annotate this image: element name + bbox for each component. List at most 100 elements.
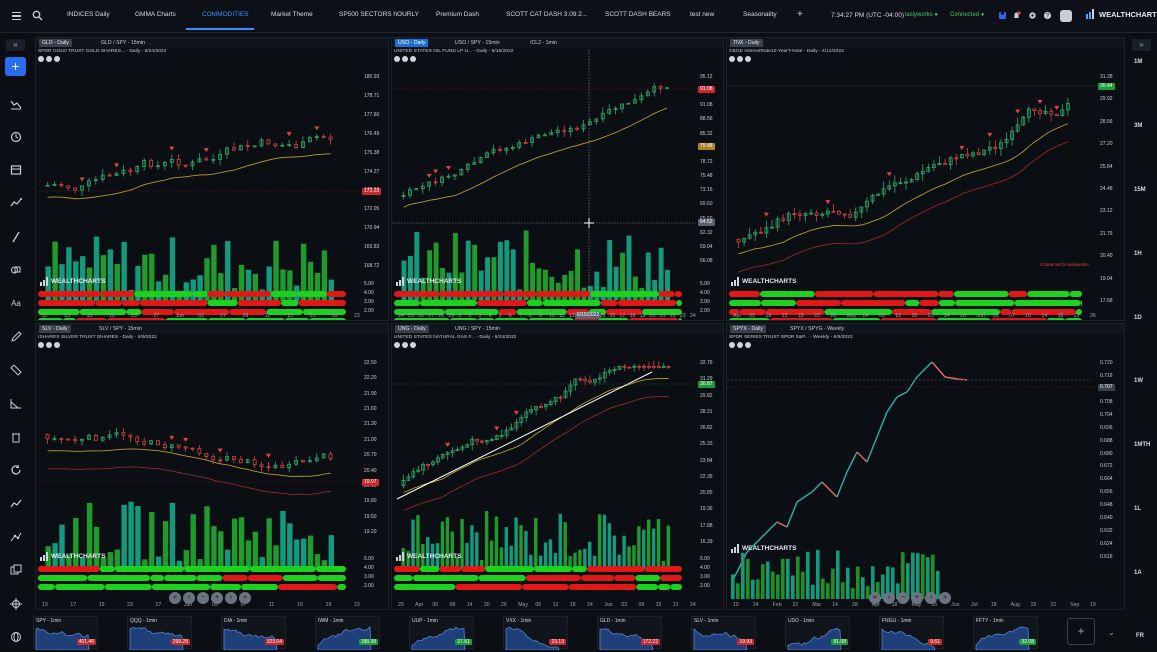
timeframe-1l[interactable]: 1L: [1134, 506, 1142, 512]
zoom-out-button[interactable]: −: [197, 592, 209, 604]
chart-panel-2[interactable]: USO - Daily USO / SPY - 15min/CL2 - 1min U…: [391, 37, 724, 321]
chart-canvas[interactable]: [36, 324, 389, 610]
settings-icon[interactable]: [54, 56, 60, 62]
chart-canvas[interactable]: [392, 324, 724, 610]
tab-premium-dash[interactable]: Premium Dash: [436, 11, 479, 18]
timeframe-1mth[interactable]: 1MTH: [1134, 442, 1151, 448]
username[interactable]: laslyworks ●: [905, 12, 938, 18]
tab-indices-daily[interactable]: INDICES Daily: [67, 11, 110, 18]
timeframe-1w[interactable]: 1W: [1134, 378, 1143, 384]
panel-tab[interactable]: UNG / SPY - 15min: [455, 326, 500, 332]
zoom-out-button[interactable]: −: [897, 592, 909, 604]
tab-commodities[interactable]: COMMODITIES: [202, 11, 249, 18]
chart-canvas[interactable]: [392, 38, 724, 321]
scroll-left-button[interactable]: ‹: [883, 592, 895, 604]
zoom-out-icon[interactable]: [729, 56, 735, 62]
panel-tab[interactable]: USO / SPY - 15min: [455, 40, 500, 46]
chart-canvas[interactable]: [727, 38, 1125, 321]
mini-chart[interactable]: SLV - 1min 19.93: [691, 616, 756, 650]
timeframe-3m[interactable]: 3M: [1134, 123, 1143, 129]
chart-panel-4[interactable]: SLV - Daily SLV / SPY - 15min ISHARES SILV…: [35, 323, 389, 610]
trash-icon[interactable]: [10, 431, 22, 443]
tab-scott-cat-dash[interactable]: SCOTT CAT DASH 3.09.2...: [506, 11, 588, 18]
timeframe-fr[interactable]: FR: [1136, 633, 1144, 639]
menu-icon[interactable]: [12, 12, 21, 21]
globe-icon[interactable]: [10, 631, 22, 643]
avatar[interactable]: [1060, 10, 1072, 22]
scroll-start-button[interactable]: «: [169, 592, 181, 604]
panel-tab[interactable]: SPYX / SPYG - Weekly: [790, 326, 845, 332]
mini-chart[interactable]: DIA - 1min 323.04: [221, 616, 286, 650]
scroll-right-button[interactable]: ›: [225, 592, 237, 604]
chart-panel-6[interactable]: SPYX - Daily SPYX / SPYG - Weekly SPDR SER…: [726, 323, 1125, 610]
scroll-end-button[interactable]: »: [939, 592, 951, 604]
tab-test-new[interactable]: test new: [690, 11, 715, 18]
trendline-icon[interactable]: [10, 231, 22, 243]
settings-icon[interactable]: [410, 342, 416, 348]
zoom-out-icon[interactable]: [729, 342, 735, 348]
panel-tab[interactable]: USO - Daily: [395, 39, 429, 47]
scroll-start-button[interactable]: «: [869, 592, 881, 604]
zoom-out-icon[interactable]: [38, 342, 44, 348]
tab-scott-dash-bears[interactable]: SCOTT DASH BEARS: [605, 11, 671, 18]
collapse-left-button[interactable]: «: [6, 39, 25, 51]
help-icon[interactable]: ?: [1043, 11, 1052, 20]
crosshair-icon[interactable]: [10, 598, 22, 610]
pencil-icon[interactable]: [10, 331, 22, 343]
timeframe-1m[interactable]: 1M: [1134, 59, 1143, 65]
panel-tab[interactable]: TNX - Daily: [730, 39, 763, 47]
timeframe-15m[interactable]: 15M: [1134, 187, 1146, 193]
timeframe-1d[interactable]: 1D: [1134, 315, 1142, 321]
alert-bell-icon[interactable]: [1012, 11, 1021, 20]
scroll-left-button[interactable]: ‹: [183, 592, 195, 604]
chart-panel-1[interactable]: GLD - Daily GLD / SPY - 15min SPDR GOLD TR…: [35, 37, 389, 321]
add-mini-chart-button[interactable]: +: [1067, 618, 1095, 645]
mini-chart[interactable]: GLD - 1min 172.22: [597, 616, 662, 650]
mini-chart[interactable]: UUP - 1min 27.61: [409, 616, 474, 650]
add-tab-button[interactable]: +: [797, 9, 803, 20]
scatter-icon[interactable]: [10, 531, 22, 543]
zoom-in-icon[interactable]: [737, 342, 743, 348]
panel-tab[interactable]: SLV / SPY - 15min: [99, 326, 142, 332]
zoom-in-icon[interactable]: [402, 56, 408, 62]
zoom-in-button[interactable]: +: [211, 592, 223, 604]
panel-tab[interactable]: SLV - Daily: [39, 325, 71, 333]
tab-market-theme[interactable]: Market Theme: [271, 11, 313, 18]
mini-chart[interactable]: IWM - 1min 188.38: [315, 616, 380, 650]
refresh-icon[interactable]: [10, 464, 22, 476]
zoom-out-icon[interactable]: [394, 342, 400, 348]
text-tool-icon[interactable]: Aa: [10, 297, 22, 309]
settings-icon[interactable]: [745, 342, 751, 348]
chart-canvas[interactable]: [727, 324, 1125, 610]
zoom-in-button[interactable]: +: [911, 592, 923, 604]
mini-chart[interactable]: QQQ - 1min 299.28: [127, 616, 192, 650]
mini-chart[interactable]: FFTY - 1min 32.08: [973, 616, 1038, 650]
panel-tab[interactable]: SPYX - Daily: [730, 325, 766, 333]
tab-seasonality[interactable]: Seasonality: [743, 11, 777, 18]
shapes-icon[interactable]: [10, 264, 22, 276]
zoom-out-icon[interactable]: [38, 56, 44, 62]
panel-tab[interactable]: UNG - Daily: [395, 325, 429, 333]
chart-panel-5[interactable]: UNG - Daily UNG / SPY - 15min UNITED STATE…: [391, 323, 724, 610]
scroll-end-button[interactable]: »: [239, 592, 251, 604]
trend-chart-icon[interactable]: [10, 98, 22, 110]
settings-gear-icon[interactable]: [1028, 11, 1037, 20]
zoom-out-icon[interactable]: [394, 56, 400, 62]
zoom-in-icon[interactable]: [737, 56, 743, 62]
clock-icon[interactable]: [10, 131, 22, 143]
collapse-right-button[interactable]: »: [1132, 39, 1151, 51]
scroll-right-button[interactable]: ›: [925, 592, 937, 604]
zoom-in-icon[interactable]: [46, 342, 52, 348]
chevron-down-icon[interactable]: ⌄: [1108, 628, 1115, 637]
zoom-in-icon[interactable]: [46, 56, 52, 62]
windows-icon[interactable]: [10, 564, 22, 576]
line-chart-icon[interactable]: [10, 497, 22, 509]
add-chart-button[interactable]: +: [5, 57, 26, 76]
timeframe-1a[interactable]: 1A: [1134, 570, 1142, 576]
settings-icon[interactable]: [54, 342, 60, 348]
search-icon[interactable]: [32, 10, 43, 21]
chart-canvas[interactable]: [36, 38, 389, 321]
chart-panel-3[interactable]: TNX - Daily CBOE InterestRate10-YearT-Not…: [726, 37, 1125, 321]
ruler-icon[interactable]: [10, 364, 22, 376]
angle-tool-icon[interactable]: [10, 397, 22, 409]
